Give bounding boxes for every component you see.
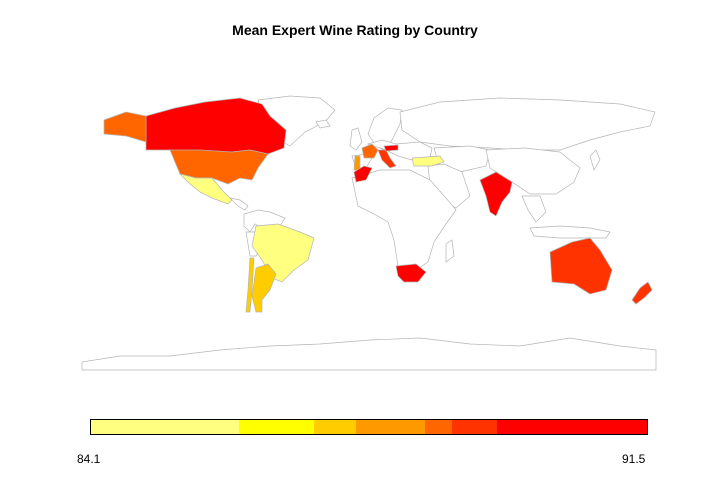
iceland	[315, 119, 331, 129]
africa	[351, 169, 457, 271]
indonesia	[529, 225, 611, 239]
world-map	[81, 95, 657, 371]
madagascar	[445, 239, 455, 263]
country-france	[361, 143, 379, 159]
russia	[399, 97, 656, 151]
legend-max-label: 91.5	[622, 452, 646, 466]
legend-bin-6	[496, 420, 647, 434]
legend-bin-4	[425, 420, 452, 434]
legend-bin-5	[451, 420, 497, 434]
europe-rest	[366, 139, 433, 161]
country-australia	[549, 237, 613, 295]
country-austria	[383, 144, 399, 152]
country-morocco	[353, 165, 373, 183]
uk	[349, 127, 363, 151]
legend-bin-0	[91, 420, 240, 434]
country-india	[479, 171, 513, 217]
japan	[589, 149, 601, 171]
country-new-zealand	[631, 281, 653, 305]
central-america	[228, 197, 249, 211]
legend-bin-2	[314, 420, 356, 434]
country-mexico	[178, 173, 233, 205]
country-south-africa	[395, 263, 427, 283]
country-argentina	[251, 263, 277, 313]
country-chile	[245, 257, 255, 313]
legend-bin-1	[239, 420, 315, 434]
map-title: Mean Expert Wine Rating by Country	[232, 22, 478, 38]
antarctica	[81, 337, 657, 371]
legend-bin-3	[355, 420, 426, 434]
legend-min-label: 84.1	[77, 452, 101, 466]
country-alaska	[103, 111, 147, 143]
country-turkey	[411, 155, 445, 167]
southeast-asia	[521, 195, 547, 223]
legend-color-bar	[90, 419, 648, 435]
country-portugal	[353, 155, 361, 171]
